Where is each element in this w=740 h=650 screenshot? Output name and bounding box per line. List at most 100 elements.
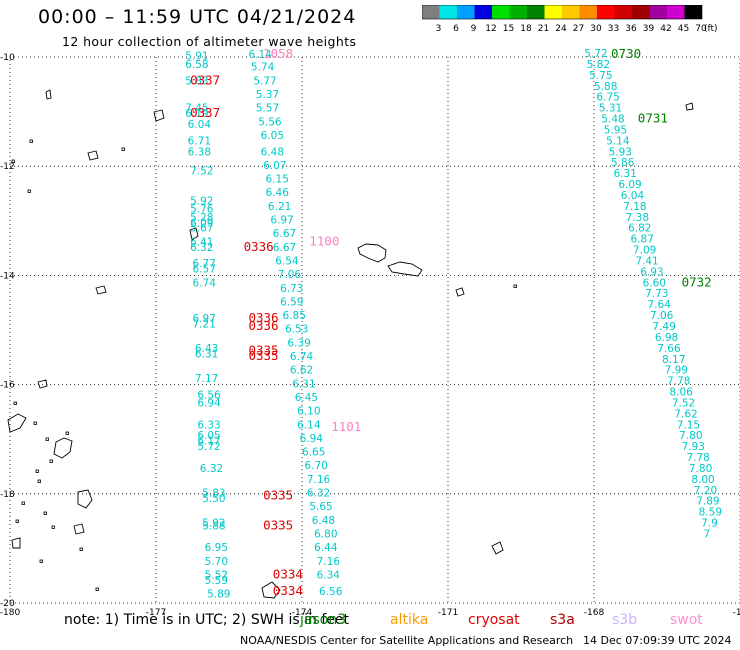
wave-height-label: 5.88 (594, 81, 617, 93)
wave-height-label: 6.60 (643, 277, 666, 289)
land-outline (73, 523, 85, 535)
island-dot (35, 469, 39, 473)
colorbar-tick-label: 6 (453, 24, 459, 34)
land-outline (153, 109, 165, 122)
land-outlines (7, 89, 694, 599)
land-outline (37, 379, 48, 389)
wave-height-label: 5.52 (205, 569, 228, 581)
wave-height-label: 6.07 (263, 160, 286, 172)
wave-height-label: 6.43 (195, 343, 218, 355)
pass-time-label: 0336 (244, 239, 274, 254)
island-dot (65, 431, 69, 435)
track-2: 6.145.745.775.375.575.566.056.486.076.15… (248, 49, 342, 598)
generation-timestamp: 14 Dec 07:09:39 UTC 2024 (583, 634, 732, 647)
wave-height-label: 5.28 (190, 212, 213, 224)
wave-height-label: 5.76 (190, 204, 214, 216)
colorbar-swatch (649, 5, 667, 19)
wave-height-label: 6.32 (307, 488, 330, 500)
colorbar-swatch (474, 5, 492, 19)
island-dot (51, 525, 55, 529)
wave-height-label: 6.10 (297, 406, 320, 418)
colorbar-tick-label: 42 (660, 24, 671, 34)
island-dot (21, 501, 25, 505)
wave-height-label: 6.75 (596, 92, 619, 104)
wave-height-label: 6.53 (285, 324, 308, 336)
map-grid (9, 56, 740, 604)
wave-height-label: 5.92 (190, 195, 213, 207)
wave-height-label: 6.95 (205, 542, 228, 554)
wave-height-label: 5.82 (587, 59, 610, 71)
colorbar-swatch (684, 5, 702, 19)
wave-height-label: 6.31 (613, 168, 636, 180)
wave-height-label: 6.15 (266, 174, 289, 186)
lon-tick-label: -174 (292, 608, 313, 618)
wave-height-label: 7.41 (635, 255, 658, 267)
wave-height-label: 7.20 (694, 485, 717, 497)
lon-tick-label: -168 (584, 608, 605, 618)
colorbar-swatch (422, 5, 440, 19)
wave-height-label: 7.66 (657, 343, 681, 355)
lon-tick-label: -177 (146, 608, 166, 618)
island-dot (79, 547, 83, 551)
map-frame (9, 56, 740, 604)
wave-height-label: 7.18 (623, 201, 646, 213)
pass-time-label: 1100 (309, 233, 339, 248)
wave-height-label: 6.17 (197, 436, 220, 448)
wave-height-label: 8.00 (691, 474, 714, 486)
colorbar-tick-label: 33 (608, 24, 619, 34)
pass-time-label: 0335 (248, 343, 278, 358)
wave-height-label: 6.56 (319, 586, 343, 598)
footer-note: note: 1) Time is in UTC; 2) SWH is in fe… (64, 612, 350, 628)
wave-height-label: 7.15 (677, 419, 700, 431)
wave-height-label: 5.89 (207, 589, 230, 601)
wave-height-label: 6.58 (185, 59, 208, 71)
wave-height-label: 7.93 (682, 441, 705, 453)
colorbar-swatch (614, 5, 632, 19)
island-dot (11, 159, 15, 163)
land-outline (685, 102, 694, 111)
wave-height-label: 6.05 (261, 130, 284, 142)
wave-height-label: 7 (704, 528, 711, 540)
island-dot (29, 139, 33, 143)
wave-height-label: 7.9 (701, 518, 718, 530)
wave-height-label: 6.77 (193, 258, 216, 270)
wave-height-observations: 5.916.585.837.456.196.046.716.387.525.92… (185, 48, 722, 601)
wave-height-colorbar: 3 6 9 12 15 18 21 24 27 30 33 36 39 42 45 70(ft) (422, 5, 718, 34)
wave-height-label: 6.14 (297, 419, 321, 431)
wave-height-label: 7.49 (652, 321, 675, 333)
pass-time-label: 1101 (331, 419, 361, 434)
wave-height-label: 6.85 (283, 310, 306, 322)
wave-height-label: 5.72 (584, 48, 607, 60)
wave-height-label: 6.57 (193, 264, 216, 276)
colorbar-swatch (579, 5, 597, 19)
wave-height-label: 6.32 (190, 242, 213, 254)
lat-tick-label: -16 (0, 381, 15, 391)
wave-height-label: 5.88 (202, 520, 225, 532)
wave-height-label: 6.74 (290, 351, 314, 363)
colorbar-swatch (527, 5, 545, 19)
colorbar-tick-label: 39 (643, 24, 655, 34)
wave-height-label: 6.04 (188, 119, 212, 131)
wave-height-label: 7.52 (672, 397, 695, 409)
wave-height-label: 6.73 (280, 283, 303, 295)
wave-height-label: 6.98 (655, 332, 678, 344)
pass-time-label: 0334 (273, 583, 303, 598)
colorbar-tick-label: 27 (573, 24, 584, 34)
land-outline (455, 287, 465, 297)
land-outline (53, 437, 73, 459)
wave-height-label: 6.48 (261, 146, 284, 158)
colorbar-swatch (509, 5, 527, 19)
pass-time-label: 0730 (611, 46, 641, 61)
lat-tick-label: -18 (0, 490, 15, 500)
land-outline (45, 89, 52, 100)
lon-tick-label: -180 (0, 608, 20, 618)
colorbar-swatch (439, 5, 457, 19)
wave-height-label: 6.80 (314, 528, 337, 540)
wave-height-label: 5.83 (185, 75, 208, 87)
island-dot (121, 147, 125, 151)
wave-height-label: 6.67 (273, 228, 296, 240)
wave-height-label: 6.04 (621, 190, 645, 202)
wave-height-label: 5.14 (606, 135, 630, 147)
wave-height-label: 7.80 (689, 463, 712, 475)
